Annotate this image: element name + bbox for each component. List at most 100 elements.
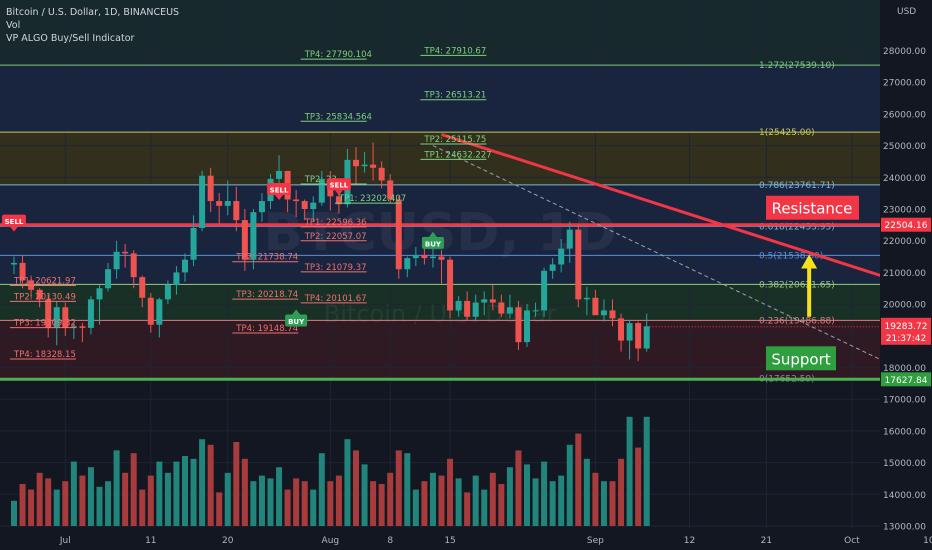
volume-bar (327, 481, 334, 526)
volume-bar (233, 442, 240, 526)
signal-pointer (292, 309, 301, 315)
volume-bar (216, 492, 223, 526)
volume-bar (62, 481, 69, 526)
candle-body (318, 178, 325, 203)
volume-bar (105, 481, 112, 526)
fib-level-label: 1.272(27539.10) (759, 61, 835, 71)
candle-body (62, 307, 69, 328)
volume-bar (404, 453, 411, 526)
volume-bar (284, 489, 291, 526)
candle-body (207, 175, 214, 202)
volume-bar (130, 453, 137, 526)
candle-body (105, 269, 112, 289)
chart-legend: Bitcoin / U.S. Dollar, 1D, BINANCEUS Vol… (6, 6, 179, 45)
signal-pointer (275, 194, 284, 200)
tp-label: TP4: 27910.67 (423, 46, 486, 56)
volume-bar (438, 475, 445, 526)
candle-body (395, 199, 402, 270)
candle-body (224, 201, 231, 206)
date-tick-label: 8 (387, 536, 393, 546)
volume-bar (207, 444, 214, 526)
tp-label: TP4: 19148.74 (235, 324, 298, 334)
signal-box (326, 178, 351, 191)
volume-bar (429, 472, 436, 526)
indicator-vol: Vol (6, 20, 21, 31)
candle-body (11, 262, 17, 265)
currency-label: USD (897, 7, 916, 17)
fib-level-label: 0.236(19486.88) (759, 316, 835, 326)
date-tick-label: Aug (322, 536, 340, 546)
candle-body (258, 201, 265, 213)
sell-signal: SELL (326, 178, 351, 196)
volume-bar (19, 484, 26, 526)
tp-label: TP1: 20621.97 (13, 276, 76, 286)
candle-body (216, 201, 223, 206)
sell-signal: SELL (267, 182, 292, 200)
candle-body (635, 323, 642, 349)
date-tick-label: 11 (145, 536, 156, 546)
fib-band (0, 255, 880, 285)
price-tick-label: 14000.00 (883, 491, 926, 501)
candle-body (361, 164, 368, 167)
candle-body (412, 254, 419, 259)
candle-body (53, 307, 60, 328)
resistance-tag-text: Resistance (772, 200, 853, 218)
candle-body (404, 258, 411, 270)
support-price-tag (881, 372, 931, 387)
date-tick-label: Jul (59, 536, 71, 546)
signal-box (285, 314, 308, 327)
volume-bar (224, 472, 231, 526)
candle-body (558, 248, 565, 265)
volume-bar (190, 458, 197, 526)
candle-body (566, 229, 573, 249)
candle-body (541, 270, 548, 311)
candle-body (378, 167, 385, 181)
candle-body (524, 310, 530, 343)
signal-pointer (10, 226, 18, 232)
fib-band (0, 320, 880, 379)
price-tick-label: 28000.00 (883, 47, 926, 57)
candle-body (643, 326, 650, 349)
price-tick-label: 20000.00 (883, 301, 926, 311)
candle-body (481, 299, 488, 303)
candle-body (173, 272, 180, 286)
volume-bar (318, 453, 325, 526)
volume-bar (472, 475, 479, 526)
volume-bar (96, 486, 103, 526)
volume-bar (156, 461, 163, 526)
tp-label: TP2: 22057.07 (304, 232, 367, 242)
price-tick-label: 15000.00 (883, 459, 926, 469)
fib-band (0, 284, 880, 321)
candle-body (489, 299, 496, 303)
fib-level-label: 0.786(23761.71) (759, 181, 835, 191)
price-tick-label: 21000.00 (883, 269, 926, 279)
volume-bar (643, 416, 650, 526)
tp-label: TP2: 21738.74 (235, 253, 298, 263)
volume-bar (28, 489, 35, 526)
countdown-text: 21:37:42 (886, 334, 926, 344)
volume-bar (506, 467, 513, 526)
candle-body (609, 310, 616, 319)
volume-bar (566, 444, 573, 526)
signal-box (267, 182, 292, 195)
support-tag (766, 346, 836, 371)
price-tick-label: 26000.00 (883, 110, 926, 120)
candle-body (130, 253, 137, 278)
volume-bar (353, 450, 359, 526)
candle-body (87, 299, 94, 328)
volume-bar (70, 461, 77, 526)
price-tick-label: 18000.00 (883, 364, 926, 374)
candle-body (70, 326, 77, 328)
volume-bar (53, 489, 60, 526)
volume-bar (139, 489, 146, 526)
volume-bar (113, 450, 120, 526)
volume-bar (258, 475, 265, 526)
volume-bar (549, 481, 556, 526)
candle-body (190, 228, 197, 260)
volume-bar (182, 456, 188, 526)
volume-bar (335, 475, 342, 526)
resistance-tag (766, 195, 859, 220)
price-tick-label: 22000.00 (883, 237, 926, 247)
candle-body (387, 180, 394, 200)
